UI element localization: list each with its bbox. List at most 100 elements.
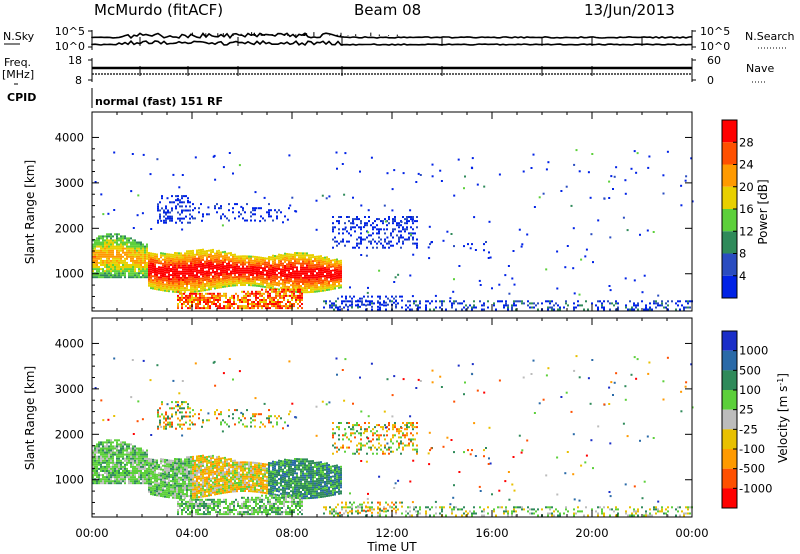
velocity-cell [112, 476, 114, 479]
power-cell [104, 247, 106, 250]
power-cell [218, 249, 220, 252]
power-cell [178, 256, 180, 259]
power-cell [122, 247, 124, 250]
power-cell [288, 263, 290, 266]
power-cell [180, 258, 182, 261]
velocity-cell [120, 451, 122, 454]
velocity-cell [214, 483, 216, 486]
velocity-cell [154, 473, 156, 476]
velocity-cell [180, 484, 182, 487]
power-cell [334, 285, 336, 288]
power-cell [163, 221, 165, 224]
power-cell [294, 256, 296, 258]
power-cell [138, 243, 140, 246]
power-cell [637, 302, 639, 305]
power-cell [320, 267, 322, 270]
power-cell [124, 253, 126, 256]
power-cell [128, 251, 130, 254]
power-cell [320, 263, 322, 266]
power-cell [112, 249, 114, 252]
power-cell [163, 215, 165, 218]
power-cell [349, 286, 351, 289]
power-cell [306, 278, 308, 281]
velocity-cell [106, 441, 108, 444]
power-cell [219, 305, 221, 308]
power-cell [167, 217, 169, 220]
power-cell [270, 258, 272, 261]
velocity-cell [228, 480, 230, 483]
velocity-cell [214, 460, 216, 463]
nsky-trace-line [91, 32, 693, 40]
velocity-cell [174, 476, 176, 479]
velocity-cell [192, 496, 194, 499]
power-cell [214, 283, 216, 286]
velocity-cell [250, 480, 252, 482]
velocity-cell [228, 489, 230, 491]
velocity-cell [156, 465, 158, 468]
velocity-cell [146, 482, 148, 485]
power-cell [238, 269, 240, 272]
velocity-cell [188, 472, 190, 475]
velocity-cell [154, 487, 156, 490]
power-cell [205, 292, 207, 295]
velocity-cell [100, 461, 102, 464]
power-cell [172, 268, 174, 271]
power-cell [599, 300, 601, 303]
power-cell [237, 305, 239, 308]
power-cell [227, 305, 229, 308]
power-cell [177, 296, 179, 299]
power-cell [388, 242, 390, 245]
velocity-cell [174, 458, 176, 460]
velocity-cell [120, 467, 122, 470]
velocity-cell [146, 467, 148, 470]
power-cell [206, 266, 208, 269]
velocity-cell [226, 460, 228, 463]
power-cell [148, 258, 150, 261]
power-cell [192, 209, 194, 212]
power-cell [270, 287, 272, 289]
velocity-cell [210, 471, 212, 474]
power-cell [206, 272, 208, 275]
power-cell [329, 300, 331, 303]
power-cell [285, 305, 287, 308]
power-cell [182, 289, 184, 292]
power-cell [372, 246, 374, 249]
power-cell [160, 284, 162, 287]
velocity-cell [200, 479, 202, 482]
velocity-cell [206, 456, 208, 458]
power-cell [130, 245, 132, 248]
power-cell [255, 299, 257, 301]
power-cell [340, 274, 342, 277]
power-cell [281, 296, 283, 299]
velocity-cell [230, 480, 232, 483]
power-cell [211, 301, 213, 303]
power-cell [408, 236, 410, 239]
velocity-cell [130, 443, 132, 446]
velocity-cell [120, 476, 122, 479]
power-cell [242, 261, 244, 264]
power-cell [286, 263, 288, 266]
velocity-cell [194, 470, 196, 472]
power-cell [186, 289, 188, 292]
power-cell [360, 222, 362, 225]
power-cell [146, 243, 148, 246]
power-cell [299, 294, 301, 297]
power-cell [401, 299, 403, 302]
power-cell [118, 276, 120, 279]
velocity-cell [192, 486, 194, 489]
power-cell [126, 261, 128, 264]
power-cell [300, 276, 302, 279]
velocity-cell [198, 469, 200, 472]
power-cell [273, 299, 275, 301]
power-cell [202, 271, 204, 274]
power-cell [170, 278, 172, 281]
velocity-cell [200, 495, 202, 498]
velocity-cell [216, 456, 218, 459]
power-cell [110, 241, 112, 244]
velocity-cell [248, 479, 250, 482]
power-cell [199, 299, 201, 301]
power-cell [114, 233, 116, 236]
power-cell [201, 307, 203, 310]
power-cell [646, 229, 649, 232]
power-cell [274, 277, 276, 280]
